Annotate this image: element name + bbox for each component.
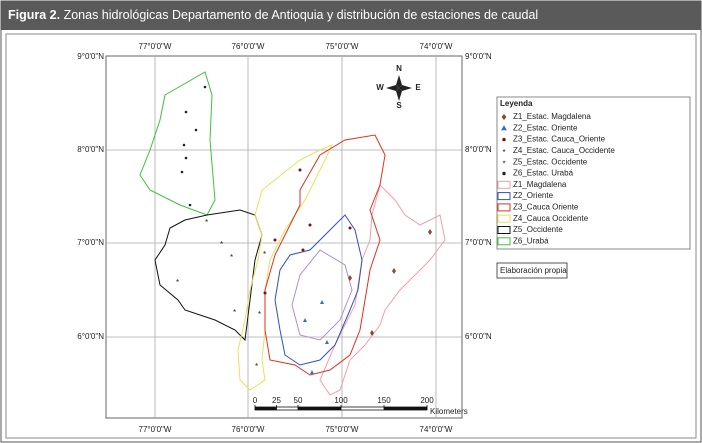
map-frame bbox=[105, 55, 463, 419]
scale-segment bbox=[298, 407, 341, 410]
legend-label: Z6_Estac. Urabá bbox=[513, 169, 574, 178]
header-label: Figura 2. bbox=[8, 8, 60, 22]
lon-label-top: 77°0'0"W bbox=[139, 42, 172, 51]
legend-symbol: * bbox=[502, 148, 505, 157]
legend-symbol bbox=[502, 137, 506, 142]
lon-label-top: 75°0'0"W bbox=[326, 42, 359, 51]
legend-symbol bbox=[497, 237, 511, 246]
scale-segment bbox=[255, 407, 277, 410]
legend-box bbox=[496, 96, 691, 250]
note-box bbox=[496, 262, 568, 279]
legend-label: Z5_Occidente bbox=[513, 225, 563, 234]
legend-symbol bbox=[501, 114, 507, 120]
lon-label-top: 76°0'0"W bbox=[232, 42, 265, 51]
lat-label-left: 9°0'0"N bbox=[77, 52, 104, 61]
legend-label: Z5_Estac. Occidente bbox=[513, 157, 588, 166]
legend-label: Z3_Estac. Cauca_Oriente bbox=[513, 135, 606, 144]
legend-title: Leyenda bbox=[500, 99, 533, 108]
legend-symbol bbox=[501, 125, 507, 131]
scale-label: 200 bbox=[420, 396, 434, 405]
svg-text:*: * bbox=[176, 278, 179, 287]
north-arrow: N S E W bbox=[376, 64, 421, 110]
map-panel bbox=[5, 33, 697, 439]
lon-label-bottom: 75°0'0"W bbox=[326, 425, 359, 434]
legend-label: Z4_Cauca Occidente bbox=[513, 214, 589, 223]
lon-label-top: 74°0'0"W bbox=[420, 42, 453, 51]
legend-symbol bbox=[497, 226, 511, 234]
legend-symbol: * bbox=[502, 159, 505, 168]
legend-label: Z4_Estac. Cauca_Occidente bbox=[513, 146, 615, 155]
legend-label: Z1_Magdalena bbox=[513, 180, 567, 189]
legend-symbol bbox=[502, 171, 506, 176]
legend-symbol bbox=[497, 180, 511, 189]
svg-text:*: * bbox=[230, 253, 233, 262]
legend-label: Z2_Estac. Oriente bbox=[513, 123, 578, 132]
lon-label-bottom: 76°0'0"W bbox=[232, 425, 265, 434]
compass-s: S bbox=[396, 101, 402, 110]
lat-label-right: 8°0'0"N bbox=[465, 145, 492, 154]
legend-symbol bbox=[497, 214, 511, 223]
scale-label: 100 bbox=[334, 396, 348, 405]
scale-label: 50 bbox=[294, 396, 303, 405]
scale-label: 0 bbox=[253, 396, 258, 405]
header: Figura 2. Zonas hidrológicas Departament… bbox=[8, 8, 538, 22]
lon-label-bottom: 74°0'0"W bbox=[420, 425, 453, 434]
svg-text:*: * bbox=[255, 362, 258, 371]
zone-oriente bbox=[274, 214, 363, 366]
compass-n: N bbox=[396, 64, 402, 73]
scale-label: 25 bbox=[272, 396, 281, 405]
compass-e: E bbox=[415, 83, 421, 92]
stations: * * * * * * * * bbox=[176, 85, 432, 374]
lat-label-left: 8°0'0"N bbox=[77, 145, 104, 154]
lat-label-left: 7°0'0"N bbox=[77, 238, 104, 247]
legend-label: Z6_Urabá bbox=[513, 236, 549, 245]
compass-w: W bbox=[376, 83, 384, 92]
zone-uraba bbox=[139, 71, 216, 216]
zone-cauca-oriente bbox=[264, 134, 386, 376]
scale-label: 150 bbox=[377, 396, 391, 405]
legend-symbol bbox=[497, 192, 511, 201]
graticule bbox=[106, 56, 462, 418]
scale-unit: Kilometers bbox=[430, 407, 468, 416]
svg-text:*: * bbox=[263, 250, 266, 259]
zone-oriente-inner bbox=[291, 249, 353, 341]
legend-label: Z1_Estac. Magdalena bbox=[513, 112, 591, 121]
scale-segment bbox=[384, 407, 427, 410]
header-bar bbox=[1, 1, 701, 30]
svg-text:*: * bbox=[205, 218, 208, 227]
zone-cauca-occidente bbox=[237, 144, 333, 391]
note: Elaboración propia bbox=[500, 266, 567, 275]
legend-label: Z2_Oriente bbox=[513, 191, 554, 200]
lat-label-left: 6°0'0"N bbox=[77, 332, 104, 341]
svg-text:*: * bbox=[258, 310, 261, 319]
lat-label-right: 7°0'0"N bbox=[465, 238, 492, 247]
lat-label-right: 6°0'0"N bbox=[465, 332, 492, 341]
header-title: Zonas hidrológicas Departamento de Antio… bbox=[64, 8, 539, 22]
legend-symbol bbox=[497, 203, 511, 212]
lon-label-bottom: 77°0'0"W bbox=[139, 425, 172, 434]
svg-text:*: * bbox=[233, 308, 236, 317]
legend-label: Z3_Cauca Oriente bbox=[513, 203, 579, 212]
lat-label-right: 9°0'0"N bbox=[465, 52, 492, 61]
svg-text:*: * bbox=[220, 240, 223, 249]
